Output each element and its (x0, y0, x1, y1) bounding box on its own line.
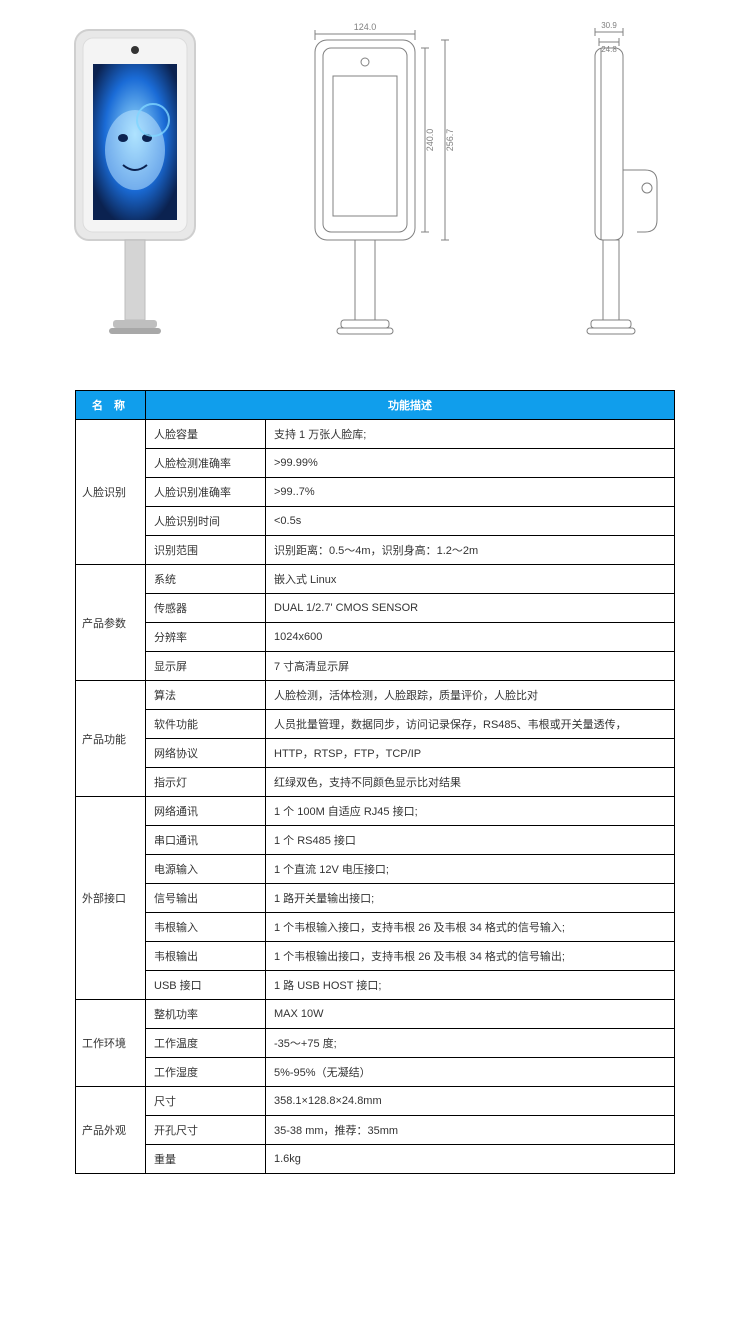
section-name: 人脸识别 (76, 420, 146, 565)
param-value: 1 路 USB HOST 接口; (266, 971, 675, 1000)
product-diagrams: 124.0 240.0 256.7 (0, 0, 750, 390)
table-row: 软件功能人员批量管理，数据同步，访问记录保存，RS485、韦根或开关量透传， (76, 710, 675, 739)
table-header-row: 名 称 功能描述 (76, 391, 675, 420)
param-name: 算法 (146, 681, 266, 710)
param-value: 识别距离：0.5～4m，识别身高：1.2～2m (266, 536, 675, 565)
param-name: 显示屏 (146, 652, 266, 681)
param-name: 软件功能 (146, 710, 266, 739)
param-name: USB 接口 (146, 971, 266, 1000)
param-value: 人脸检测，活体检测，人脸跟踪，质量评价，人脸比对 (266, 681, 675, 710)
param-value: -35～+75 度; (266, 1029, 675, 1058)
table-row: 韦根输出1 个韦根输出接口，支持韦根 26 及韦根 34 格式的信号输出; (76, 942, 675, 971)
param-name: 网络通讯 (146, 797, 266, 826)
param-name: 人脸容量 (146, 420, 266, 449)
param-name: 尺寸 (146, 1087, 266, 1116)
param-name: 韦根输入 (146, 913, 266, 942)
param-name: 重量 (146, 1145, 266, 1174)
param-value: <0.5s (266, 507, 675, 536)
table-row: 串口通讯1 个 RS485 接口 (76, 826, 675, 855)
table-row: 产品外观尺寸358.1×128.8×24.8mm (76, 1087, 675, 1116)
param-value: 支持 1 万张人脸库; (266, 420, 675, 449)
param-value: >99..7% (266, 478, 675, 507)
table-row: 工作湿度5%-95%（无凝结） (76, 1058, 675, 1087)
param-name: 整机功率 (146, 1000, 266, 1029)
table-row: 人脸识别人脸容量支持 1 万张人脸库; (76, 420, 675, 449)
param-value: 1 个韦根输入接口，支持韦根 26 及韦根 34 格式的信号输入; (266, 913, 675, 942)
table-row: 显示屏7 寸高清显示屏 (76, 652, 675, 681)
table-row: 人脸检测准确率>99.99% (76, 449, 675, 478)
param-name: 识别范围 (146, 536, 266, 565)
param-value: DUAL 1/2.7' CMOS SENSOR (266, 594, 675, 623)
param-value: 1 个 RS485 接口 (266, 826, 675, 855)
table-row: 网络协议HTTP，RTSP，FTP，TCP/IP (76, 739, 675, 768)
dim-front-width: 124.0 (354, 22, 377, 32)
param-value: 1024x600 (266, 623, 675, 652)
param-name: 人脸识别准确率 (146, 478, 266, 507)
param-value: MAX 10W (266, 1000, 675, 1029)
param-name: 韦根输出 (146, 942, 266, 971)
param-value: 7 寸高清显示屏 (266, 652, 675, 681)
param-name: 分辨率 (146, 623, 266, 652)
param-name: 传感器 (146, 594, 266, 623)
dim-front-height-outer: 256.7 (445, 129, 455, 152)
param-value: 红绿双色，支持不同颜色显示比对结果 (266, 768, 675, 797)
param-name: 人脸检测准确率 (146, 449, 266, 478)
dim-front-height-inner: 240.0 (425, 129, 435, 152)
table-row: 指示灯红绿双色，支持不同颜色显示比对结果 (76, 768, 675, 797)
param-value: 358.1×128.8×24.8mm (266, 1087, 675, 1116)
table-row: USB 接口1 路 USB HOST 接口; (76, 971, 675, 1000)
param-value: 1 个直流 12V 电压接口; (266, 855, 675, 884)
param-name: 电源输入 (146, 855, 266, 884)
param-name: 指示灯 (146, 768, 266, 797)
section-name: 产品功能 (76, 681, 146, 797)
table-row: 外部接口网络通讯1 个 100M 自适应 RJ45 接口; (76, 797, 675, 826)
section-name: 外部接口 (76, 797, 146, 1000)
header-desc: 功能描述 (146, 391, 675, 420)
device-schematic-front: 124.0 240.0 256.7 (285, 20, 485, 350)
param-value: 1 路开关量输出接口; (266, 884, 675, 913)
table-row: 电源输入1 个直流 12V 电压接口; (76, 855, 675, 884)
spec-table: 名 称 功能描述 人脸识别人脸容量支持 1 万张人脸库;人脸检测准确率>99.9… (75, 390, 675, 1174)
param-value: 1 个 100M 自适应 RJ45 接口; (266, 797, 675, 826)
table-row: 产品参数系统嵌入式 Linux (76, 565, 675, 594)
param-name: 信号输出 (146, 884, 266, 913)
param-value: >99.99% (266, 449, 675, 478)
table-row: 产品功能算法人脸检测，活体检测，人脸跟踪，质量评价，人脸比对 (76, 681, 675, 710)
section-name: 产品参数 (76, 565, 146, 681)
dim-side-inner: 24.8 (601, 45, 617, 54)
header-name: 名 称 (76, 391, 146, 420)
table-row: 传感器DUAL 1/2.7' CMOS SENSOR (76, 594, 675, 623)
dim-side-depth: 30.9 (601, 21, 617, 30)
section-name: 产品外观 (76, 1087, 146, 1174)
table-row: 工作环境整机功率MAX 10W (76, 1000, 675, 1029)
table-row: 人脸识别准确率>99..7% (76, 478, 675, 507)
param-value: 35-38 mm，推荐：35mm (266, 1116, 675, 1145)
section-name: 工作环境 (76, 1000, 146, 1087)
param-name: 串口通讯 (146, 826, 266, 855)
param-name: 开孔尺寸 (146, 1116, 266, 1145)
param-value: 5%-95%（无凝结） (266, 1058, 675, 1087)
table-row: 韦根输入1 个韦根输入接口，支持韦根 26 及韦根 34 格式的信号输入; (76, 913, 675, 942)
param-value: HTTP，RTSP，FTP，TCP/IP (266, 739, 675, 768)
table-row: 开孔尺寸35-38 mm，推荐：35mm (76, 1116, 675, 1145)
device-render-front (65, 20, 205, 350)
param-value: 嵌入式 Linux (266, 565, 675, 594)
table-row: 信号输出1 路开关量输出接口; (76, 884, 675, 913)
table-row: 分辨率1024x600 (76, 623, 675, 652)
param-name: 工作湿度 (146, 1058, 266, 1087)
param-value: 1.6kg (266, 1145, 675, 1174)
table-row: 工作温度-35～+75 度; (76, 1029, 675, 1058)
table-row: 识别范围识别距离：0.5～4m，识别身高：1.2～2m (76, 536, 675, 565)
table-row: 重量1.6kg (76, 1145, 675, 1174)
param-name: 系统 (146, 565, 266, 594)
param-name: 网络协议 (146, 739, 266, 768)
device-schematic-side: 30.9 24.8 (565, 20, 685, 350)
param-value: 1 个韦根输出接口，支持韦根 26 及韦根 34 格式的信号输出; (266, 942, 675, 971)
table-row: 人脸识别时间<0.5s (76, 507, 675, 536)
param-value: 人员批量管理，数据同步，访问记录保存，RS485、韦根或开关量透传， (266, 710, 675, 739)
param-name: 人脸识别时间 (146, 507, 266, 536)
param-name: 工作温度 (146, 1029, 266, 1058)
